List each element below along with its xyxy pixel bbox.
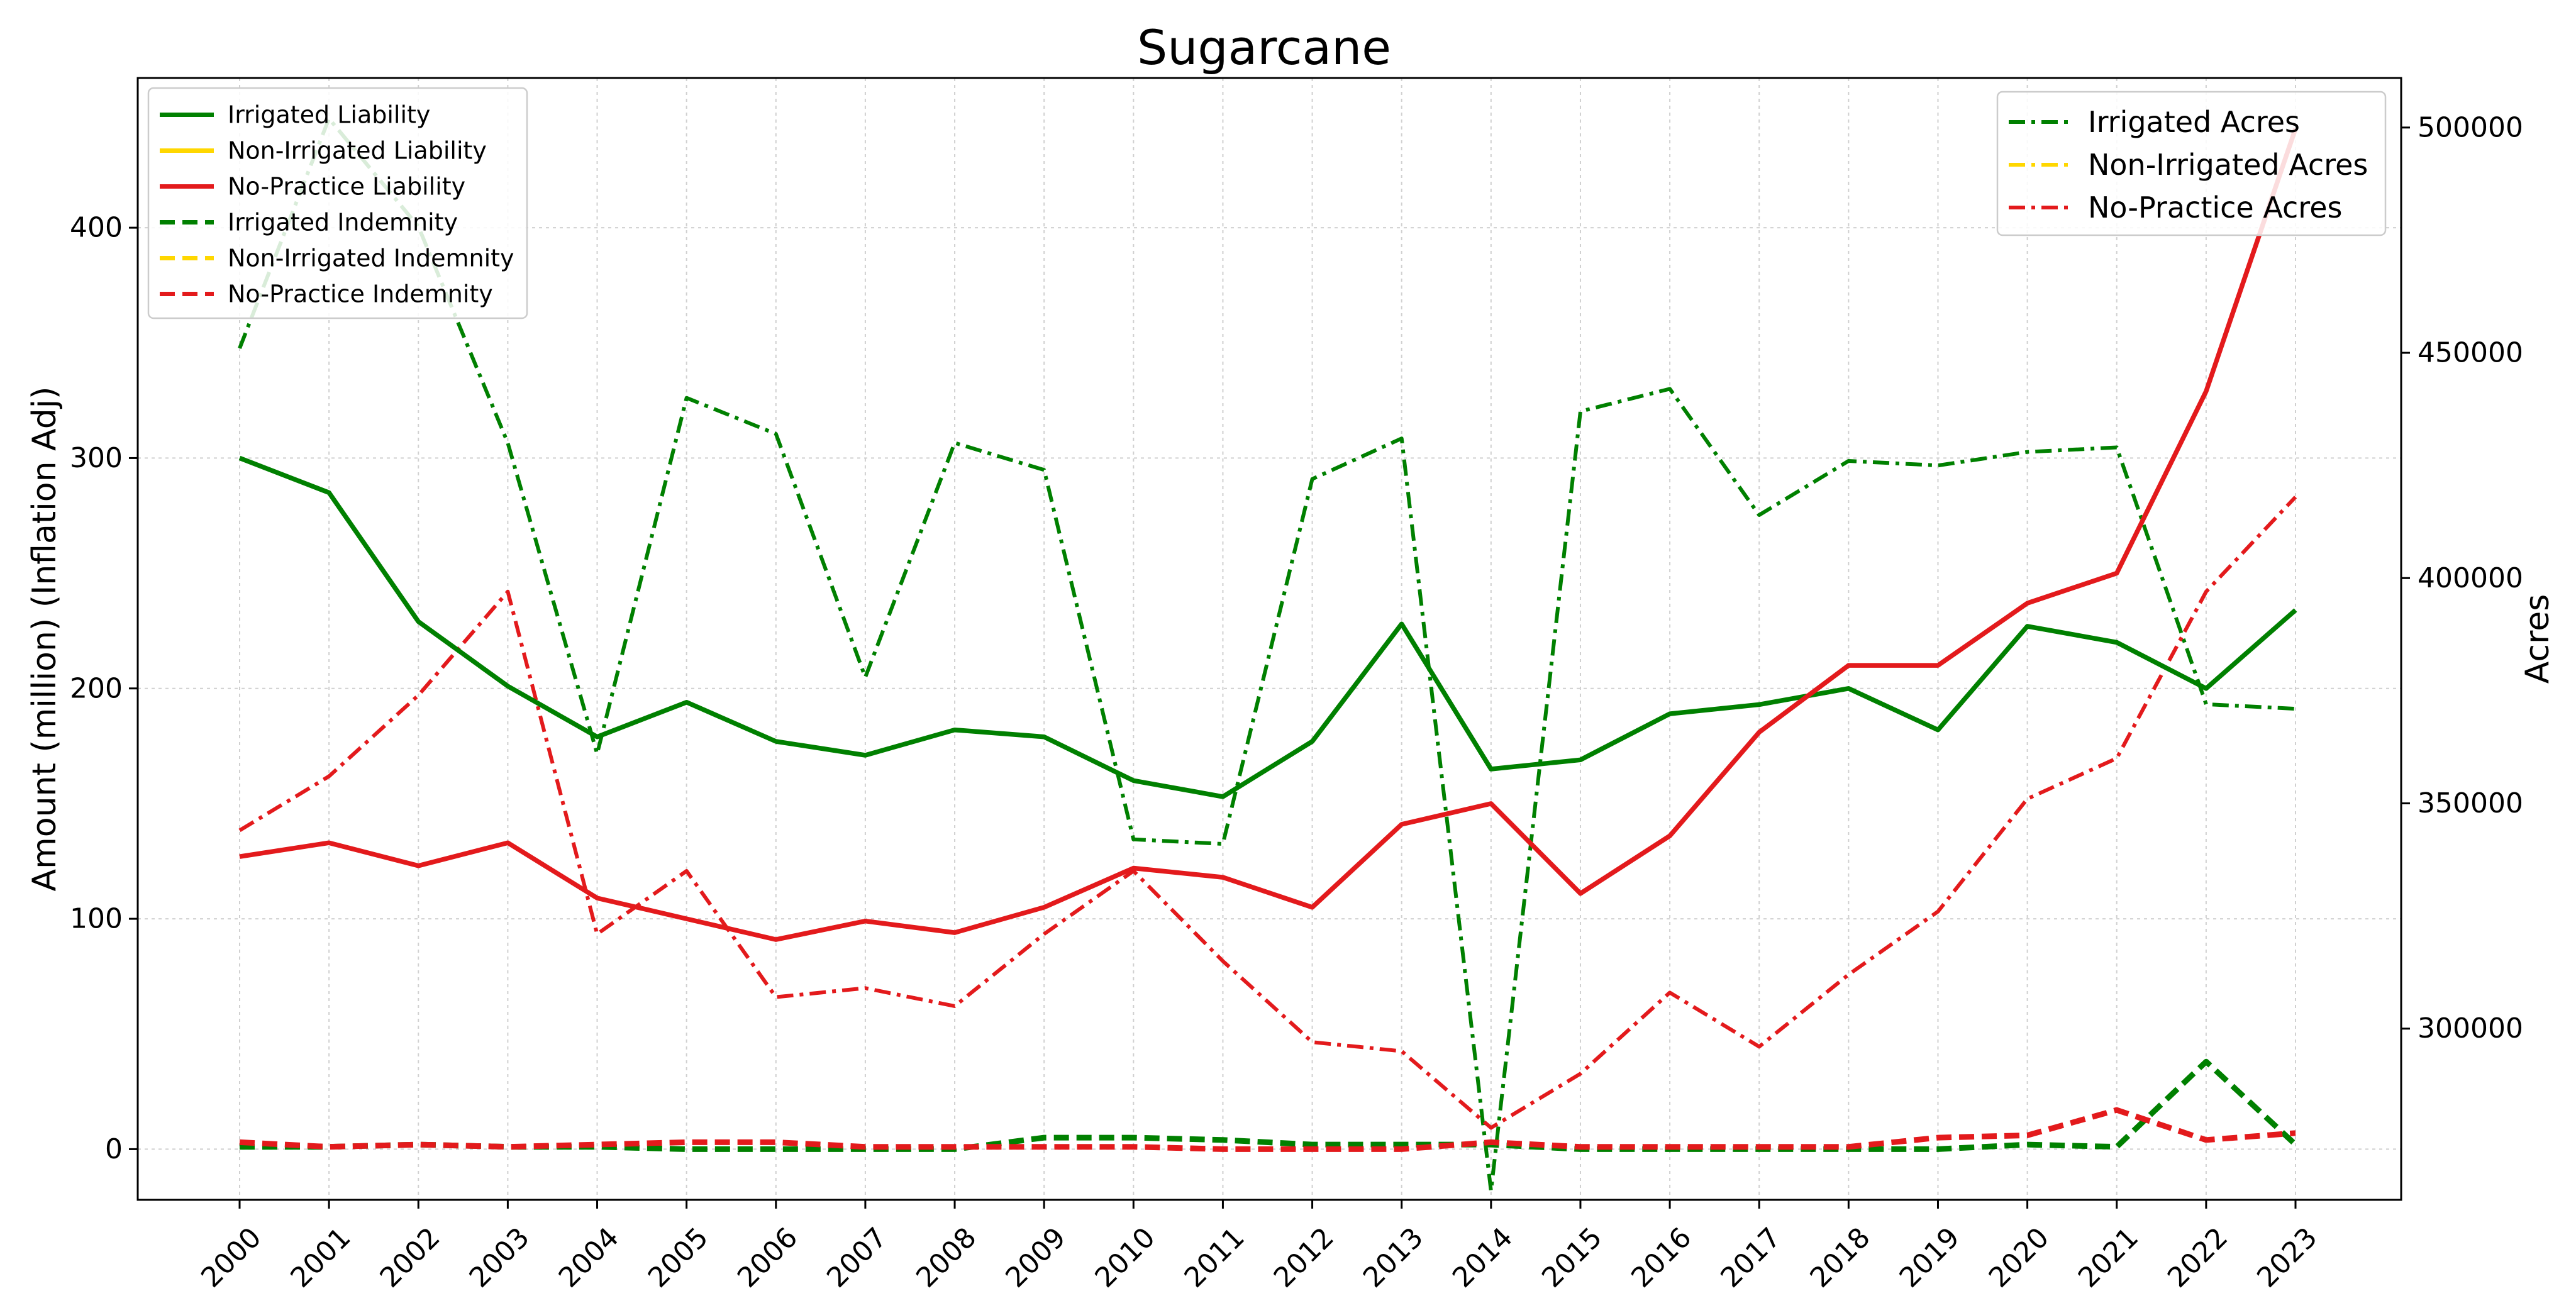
y2-tick-label: 400000 (2418, 562, 2523, 594)
legend-label-irrigated-indemnity: Irrigated Indemnity (228, 209, 458, 236)
y-tick-label: 400 (70, 212, 123, 244)
plot-frame (136, 77, 2402, 1201)
y-axis-right: 300000 350000 400000 450000 500000 (2401, 111, 2523, 1045)
chart-title: Sugarcane (1137, 19, 1391, 75)
y2-tick-label: 350000 (2418, 787, 2523, 819)
y-axis-right-label: Acres (2519, 594, 2557, 684)
legend-label-no-practice-indemnity: No-Practice Indemnity (228, 280, 493, 308)
legend-label-no-practice-acres: No-Practice Acres (2088, 191, 2342, 224)
y2-tick-label: 300000 (2418, 1012, 2523, 1045)
series-line-no-practice-liability (239, 128, 2298, 942)
series-lines (238, 116, 2298, 1193)
legend-label-irrigated-liability: Irrigated Liability (228, 101, 430, 129)
legend-box (1996, 91, 2387, 236)
y-axis-left-label: Amount (million) (Inflation Adj) (26, 387, 64, 892)
y2-tick-label: 450000 (2418, 337, 2523, 369)
legend-left: Irrigated Liability Non-Irrigated Liabili… (147, 87, 528, 319)
y-axis-left: 0 100 200 300 400 (70, 212, 138, 1165)
legend-label-no-practice-liability: No-Practice Liability (228, 173, 465, 201)
legend-right: Irrigated Acres Non-Irrigated Acres No-Pra… (1996, 91, 2387, 236)
legend-label-non-irrigated-liability: Non-Irrigated Liability (228, 137, 487, 165)
legend-label-non-irrigated-indemnity: Non-Irrigated Indemnity (228, 245, 514, 272)
series-line-irrigated-acres (238, 116, 2296, 1193)
series-line-no-practice-indemnity (239, 1107, 2296, 1152)
y-tick-label: 100 (70, 903, 123, 935)
legend-label-irrigated-acres: Irrigated Acres (2088, 105, 2300, 139)
legend-label-non-irrigated-acres: Non-Irrigated Acres (2088, 148, 2368, 182)
y2-tick-label: 500000 (2418, 111, 2523, 143)
y-tick-label: 200 (70, 672, 123, 704)
legend-box (147, 87, 528, 319)
y-tick-label: 0 (105, 1133, 123, 1165)
series-line-irrigated-liability (238, 455, 2297, 799)
series-line-no-practice-acres (238, 496, 2297, 1130)
y-tick-label: 300 (70, 442, 123, 474)
